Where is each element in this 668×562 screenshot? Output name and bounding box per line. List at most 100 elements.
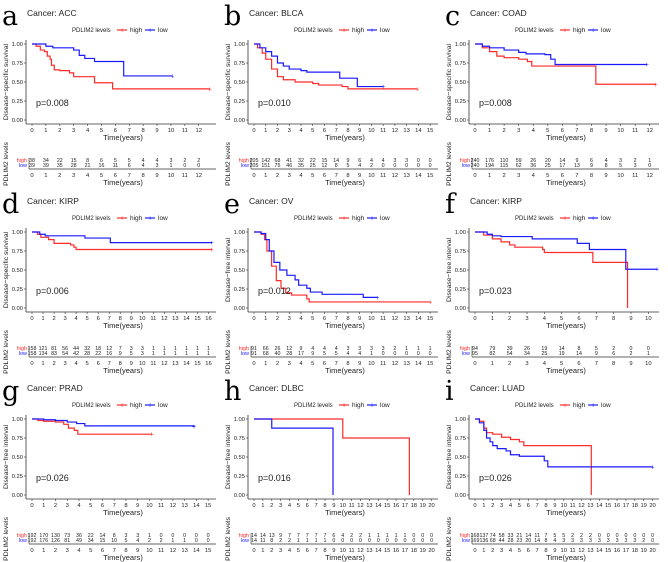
legend-title: PDLIM2 levels xyxy=(515,216,554,222)
x-tick-label: 2 xyxy=(276,128,279,134)
legend-title: PDLIM2 levels xyxy=(72,28,111,34)
risk-count-low: 0 xyxy=(207,538,210,544)
y-tick-label: 0.00 xyxy=(455,118,466,124)
risk-count-high: 6 xyxy=(100,158,103,164)
risk-count-high: 14 xyxy=(260,533,266,539)
risk-count-low: 3 xyxy=(562,538,565,544)
km-curve-high xyxy=(254,43,418,90)
x-tick-label: 1 xyxy=(491,316,494,322)
risk-count-high: 6 xyxy=(332,533,335,539)
risk-count-high: 7 xyxy=(288,533,291,539)
risk-count-high: 0 xyxy=(642,533,645,539)
risk-count-high: 32 xyxy=(298,158,304,164)
risk-x-tick-label: 19 xyxy=(640,548,646,554)
x-tick-label: 0 xyxy=(473,128,476,134)
risk-count-low: 0 xyxy=(368,538,371,544)
risk-x-tick-label: 2 xyxy=(503,173,506,179)
risk-count-low: 1 xyxy=(647,351,650,357)
risk-count-high: 58 xyxy=(499,533,505,539)
x-tick-label: 12 xyxy=(161,316,167,322)
km-panel-d: d Cancer: KIRP PDLIM2 levels + high + low Disea… xyxy=(2,189,216,375)
risk-x-tick-label: 5 xyxy=(560,361,563,367)
x-tick-label: 11 xyxy=(182,128,188,134)
risk-count-low: 8 xyxy=(335,163,338,169)
risk-x-tick-label: 10 xyxy=(561,548,567,554)
risk-count-high: 3 xyxy=(136,533,139,539)
risk-x-tick-label: 7 xyxy=(113,548,116,554)
x-tick-label: 3 xyxy=(72,128,75,134)
risk-x-tick-label: 12 xyxy=(578,548,584,554)
y-axis-title: Disease−free interval xyxy=(3,424,10,489)
risk-count-low: 82 xyxy=(489,351,495,357)
x-tick-label: 8 xyxy=(590,128,593,134)
risk-x-axis-title: Time(years) xyxy=(325,366,365,375)
risk-label-high: high xyxy=(239,346,249,352)
risk-x-tick-label: 9 xyxy=(553,548,556,554)
risk-x-tick-label: 9 xyxy=(629,361,632,367)
risk-x-tick-label: 6 xyxy=(323,173,326,179)
x-tick-label: 7 xyxy=(575,128,578,134)
x-tick-label: 12 xyxy=(392,128,398,134)
risk-x-tick-label: 7 xyxy=(108,361,111,367)
risk-count-low: 15 xyxy=(99,538,105,544)
risk-count-low: 2 xyxy=(148,538,151,544)
risk-table-y-title: PDLIM2 levels xyxy=(3,329,10,373)
risk-label-low: low xyxy=(19,351,27,357)
risk-count-low: 0 xyxy=(648,163,651,169)
risk-count-high: 0 xyxy=(430,533,433,539)
risk-count-high: 0 xyxy=(412,533,415,539)
risk-count-high: 0 xyxy=(647,346,650,352)
x-tick-label: 4 xyxy=(86,128,90,134)
legend-low-marker: + xyxy=(148,216,152,223)
risk-count-high: 130 xyxy=(51,533,60,539)
risk-count-high: 91 xyxy=(251,346,257,352)
risk-x-tick-label: 5 xyxy=(518,548,521,554)
risk-count-high: 3 xyxy=(130,346,133,352)
risk-x-tick-label: 8 xyxy=(323,548,326,554)
risk-x-tick-label: 20 xyxy=(649,548,655,554)
risk-x-tick-label: 0 xyxy=(473,548,476,554)
km-curve-low xyxy=(475,418,653,468)
risk-count-low: 0 xyxy=(382,163,385,169)
x-tick-label: 7 xyxy=(536,503,539,509)
y-axis-title: Disease−free interval xyxy=(225,237,232,302)
risk-x-tick-label: 12 xyxy=(161,361,167,367)
risk-count-high: 2 xyxy=(589,533,592,539)
x-tick-label: 9 xyxy=(553,503,556,509)
risk-count-low: 1 xyxy=(324,538,327,544)
risk-count-low: 0 xyxy=(341,538,344,544)
risk-x-tick-label: 10 xyxy=(368,361,374,367)
risk-count-low: 115 xyxy=(500,163,508,169)
risk-x-tick-label: 8 xyxy=(124,548,127,554)
risk-count-high: 1 xyxy=(368,533,371,539)
risk-x-tick-label: 9 xyxy=(136,548,139,554)
risk-x-tick-label: 2 xyxy=(508,361,511,367)
y-tick-label: 0.75 xyxy=(455,436,466,442)
risk-count-low: 0 xyxy=(359,538,362,544)
legend-high-marker: + xyxy=(342,403,346,410)
y-tick-label: 0.00 xyxy=(12,118,23,124)
risk-count-high: 19 xyxy=(541,346,547,352)
risk-count-low: 1 xyxy=(152,351,155,357)
x-tick-label: 7 xyxy=(335,316,338,322)
x-tick-label: 8 xyxy=(346,128,349,134)
risk-count-low: 0 xyxy=(403,538,406,544)
y-tick-label: 0.00 xyxy=(234,118,245,124)
x-tick-label: 9 xyxy=(358,128,361,134)
risk-count-low: 3 xyxy=(598,538,601,544)
y-tick-label: 0.50 xyxy=(455,80,466,86)
risk-count-low: 4 xyxy=(553,538,556,544)
risk-x-tick-label: 8 xyxy=(142,173,145,179)
p-value: p=0.012 xyxy=(258,286,291,296)
x-tick-label: 13 xyxy=(366,503,372,509)
legend-title: PDLIM2 levels xyxy=(294,403,333,409)
y-tick-label: 0.50 xyxy=(234,455,245,461)
x-tick-label: 10 xyxy=(561,503,567,509)
risk-count-low: 36 xyxy=(530,163,536,169)
risk-count-high: 6 xyxy=(590,158,593,164)
risk-count-high: 4 xyxy=(156,158,159,164)
x-tick-label: 4 xyxy=(509,503,513,509)
risk-count-low: 0 xyxy=(197,163,200,169)
risk-count-low: 3 xyxy=(580,538,583,544)
risk-count-high: 22 xyxy=(88,533,94,539)
